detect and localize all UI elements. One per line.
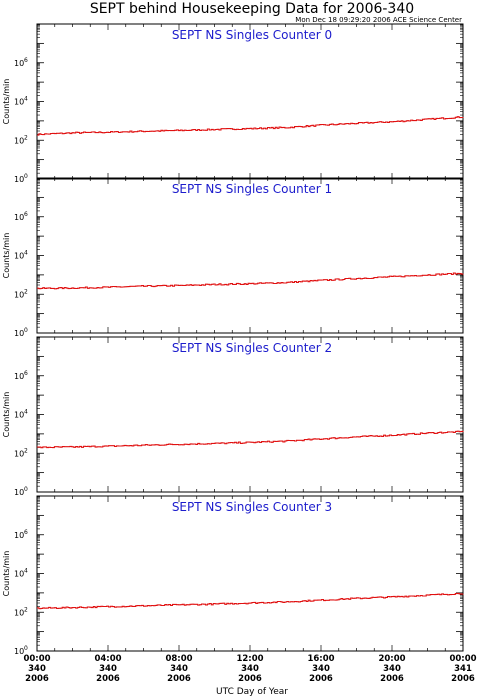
y-tick-label-base: 10 [14,531,24,540]
series-line-counter-1 [37,272,464,290]
panel-title: SEPT NS Singles Counter 1 [172,182,332,196]
y-tick-label-exponent: 0 [24,486,28,493]
y-axis-label: Counts/min [2,233,11,279]
y-tick-label-base: 10 [14,570,24,579]
y-tick-label-base: 10 [14,290,24,299]
y-axis-label: Counts/min [2,79,11,125]
panel-frame [36,177,464,334]
x-tick-label-time: 00:00 [23,654,50,664]
y-axis-label: Counts/min [2,392,11,438]
y-tick-label-base: 10 [14,488,24,497]
y-tick-label-base: 10 [14,59,24,68]
y-tick-label-exponent: 2 [24,447,28,454]
x-axis-label: UTC Day of Year [216,687,288,697]
x-tick-label-doy: 340 [312,664,330,674]
series-line-counter-2 [37,430,464,449]
y-tick-label-base: 10 [14,372,24,381]
y-axis-label: Counts/min [2,551,11,597]
y-tick-label-base: 10 [14,136,24,145]
y-tick-label-exponent: 2 [24,606,28,613]
x-tick-label-doy: 341 [454,664,472,674]
panel-frame [36,495,464,652]
panel-title: SEPT NS Singles Counter 3 [172,500,332,514]
x-tick-label-year: 2006 [96,674,120,684]
x-tick-label-time: 12:00 [236,654,263,664]
y-tick-label-exponent: 2 [24,134,28,141]
y-tick-label-base: 10 [14,608,24,617]
y-tick-label-exponent: 0 [24,327,28,334]
y-tick-label-exponent: 6 [24,211,28,218]
x-tick-label-time: 00:00 [449,654,476,664]
y-tick-label-exponent: 0 [24,173,28,180]
x-tick-label-time: 08:00 [165,654,192,664]
y-tick-label-exponent: 2 [24,288,28,295]
x-tick-label-year: 2006 [309,674,333,684]
y-tick-label-base: 10 [14,647,24,656]
y-tick-label-exponent: 4 [24,96,28,103]
panel-title: SEPT NS Singles Counter 0 [172,28,332,42]
x-tick-label-year: 2006 [25,674,49,684]
x-tick-label-year: 2006 [451,674,475,684]
x-tick-label-time: 20:00 [378,654,405,664]
panel-frame [36,336,464,493]
y-tick-label-base: 10 [14,213,24,222]
x-axis: 00:00340200604:00340200608:00340200612:0… [23,654,476,684]
x-tick-label-doy: 340 [28,664,46,674]
y-tick-label-exponent: 4 [24,568,28,575]
panel-frame [36,23,464,180]
y-tick-label-exponent: 6 [24,57,28,64]
y-tick-label-exponent: 0 [24,645,28,652]
y-tick-label-base: 10 [14,252,24,261]
x-tick-label-doy: 340 [170,664,188,674]
y-tick-label-base: 10 [14,175,24,184]
y-tick-label-base: 10 [14,98,24,107]
x-tick-label-doy: 340 [241,664,259,674]
x-tick-label-doy: 340 [383,664,401,674]
x-tick-label-time: 16:00 [307,654,334,664]
series-line-counter-0 [37,116,464,136]
x-tick-label-year: 2006 [380,674,404,684]
x-tick-label-doy: 340 [99,664,117,674]
x-tick-label-year: 2006 [238,674,262,684]
y-tick-label-base: 10 [14,411,24,420]
y-tick-label-base: 10 [14,449,24,458]
series-line-counter-3 [37,592,464,610]
y-tick-label-exponent: 4 [24,409,28,416]
panel-title: SEPT NS Singles Counter 2 [172,341,332,355]
chart-title: SEPT behind Housekeeping Data for 2006-3… [90,1,414,17]
x-tick-label-time: 04:00 [94,654,121,664]
x-tick-label-year: 2006 [167,674,191,684]
y-tick-label-exponent: 4 [24,250,28,257]
y-tick-label-exponent: 6 [24,529,28,536]
timestamp: Mon Dec 18 09:29:20 2006 ACE Science Cen… [295,16,462,24]
y-tick-label-base: 10 [14,329,24,338]
y-tick-label-exponent: 6 [24,370,28,377]
